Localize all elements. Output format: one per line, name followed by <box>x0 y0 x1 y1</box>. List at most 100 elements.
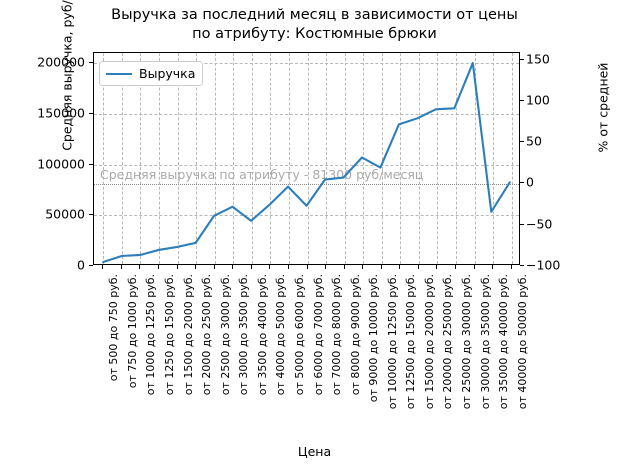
y-tick-mark-right <box>520 99 524 101</box>
gridline-vertical <box>456 53 458 264</box>
y-tick-label-left: 100000 <box>37 156 85 172</box>
gridline-vertical <box>474 53 476 264</box>
y-tick-label-left: 0 <box>77 257 85 273</box>
legend-label-revenue: Выручка <box>139 66 196 81</box>
x-tick-label: от 1000 до 1250 руб. <box>144 274 158 396</box>
x-tick-mark <box>399 265 401 269</box>
x-tick-label: от 8000 до 9000 руб. <box>348 274 362 396</box>
y-tick-mark-right <box>520 182 524 184</box>
x-tick-mark <box>232 265 234 269</box>
gridline-vertical <box>121 53 123 264</box>
x-tick-label: от 750 до 1000 руб. <box>125 274 139 389</box>
x-tick-mark <box>120 265 122 269</box>
y-tick-label-right: 150 <box>526 51 550 67</box>
gridline-vertical <box>158 53 160 264</box>
y-tick-label-right: −50 <box>526 216 553 232</box>
x-tick-label: от 35000 до 40000 руб. <box>497 274 511 410</box>
x-tick-mark <box>455 265 457 269</box>
gridline-vertical <box>418 53 420 264</box>
x-tick-label: от 5000 до 6000 руб. <box>292 274 306 396</box>
x-tick-label: от 30000 до 35000 руб. <box>478 274 492 410</box>
gridline-horizontal <box>94 215 519 217</box>
gridline-vertical <box>326 53 328 264</box>
y-tick-label-left: 50000 <box>45 206 85 222</box>
gridline-vertical <box>493 53 495 264</box>
x-tick-mark <box>417 265 419 269</box>
revenue-polyline <box>103 63 510 262</box>
x-tick-label: от 20000 до 25000 руб. <box>441 274 455 410</box>
gridline-vertical <box>196 53 198 264</box>
gridline-horizontal <box>94 63 519 65</box>
x-tick-label: от 2000 до 2500 руб. <box>200 274 214 396</box>
x-tick-label: от 3000 до 3500 руб. <box>237 274 251 396</box>
average-line <box>94 183 519 185</box>
gridline-vertical <box>214 53 216 264</box>
y-tick-mark-right <box>520 265 524 266</box>
gridline-vertical <box>307 53 309 264</box>
x-tick-label: от 4000 до 5000 руб. <box>274 274 288 396</box>
x-tick-label: от 40000 до 50000 руб. <box>515 274 529 410</box>
y-axis-label-left: Средняя выручка, руб/месяц <box>59 0 75 151</box>
y-tick-mark-left <box>89 163 93 165</box>
y-tick-mark-left <box>89 265 93 266</box>
chart-legend[interactable]: Выручка <box>99 61 204 86</box>
y-tick-mark-left <box>89 214 93 216</box>
x-tick-label: от 2500 до 3000 руб. <box>218 274 232 396</box>
gridline-horizontal <box>94 113 519 115</box>
revenue-line-series <box>94 53 519 264</box>
x-tick-mark <box>473 265 475 269</box>
x-tick-mark <box>139 265 141 269</box>
y-tick-mark-right <box>520 58 524 60</box>
y-tick-mark-right <box>520 141 524 143</box>
x-tick-mark <box>176 265 178 269</box>
x-tick-mark <box>325 265 327 269</box>
gridline-vertical <box>140 53 142 264</box>
x-tick-label: от 500 до 750 руб. <box>107 274 121 382</box>
x-axis-label: Цена <box>297 444 332 459</box>
x-tick-mark <box>250 265 252 269</box>
x-tick-mark <box>102 265 104 269</box>
x-tick-mark <box>195 265 197 269</box>
x-tick-mark <box>213 265 215 269</box>
x-tick-label: от 7000 до 8000 руб. <box>330 274 344 396</box>
gridline-vertical <box>103 53 105 264</box>
y-tick-label-right: 50 <box>526 133 542 149</box>
y-tick-mark-right <box>520 223 524 225</box>
y-tick-label-right: 0 <box>526 174 534 190</box>
x-tick-label: от 9000 до 10000 руб. <box>367 274 381 403</box>
y-tick-mark-left <box>89 112 93 114</box>
x-tick-label: от 1500 до 2000 руб. <box>181 274 195 396</box>
y-tick-label-right: 100 <box>526 92 550 108</box>
gridline-vertical <box>177 53 179 264</box>
y-tick-label-left: 150000 <box>37 105 85 121</box>
x-tick-mark <box>157 265 159 269</box>
y-tick-label-right: −100 <box>526 257 561 273</box>
gridline-vertical <box>288 53 290 264</box>
x-tick-mark <box>343 265 345 269</box>
gridline-vertical <box>437 53 439 264</box>
y-axis-label-right: % от средней <box>595 62 611 153</box>
gridline-vertical <box>344 53 346 264</box>
x-tick-mark <box>306 265 308 269</box>
x-tick-mark <box>287 265 289 269</box>
x-tick-label: от 6000 до 7000 руб. <box>311 274 325 396</box>
y-tick-label-left: 200000 <box>37 54 85 70</box>
y-tick-mark-left <box>89 62 93 64</box>
x-tick-label: от 3500 до 4000 руб. <box>255 274 269 396</box>
gridline-vertical <box>400 53 402 264</box>
gridline-vertical <box>381 53 383 264</box>
gridline-vertical <box>511 53 513 264</box>
x-tick-label: от 12500 до 15000 руб. <box>404 274 418 410</box>
x-tick-mark <box>436 265 438 269</box>
x-tick-mark <box>492 265 494 269</box>
x-tick-label: от 1250 до 1500 руб. <box>162 274 176 396</box>
x-tick-mark <box>362 265 364 269</box>
chart-title: Выручка за последний месяц в зависимости… <box>111 7 518 42</box>
x-tick-label: от 15000 до 20000 руб. <box>422 274 436 410</box>
plot-area: Средняя выручка по атрибуту - 81300 руб/… <box>93 52 520 265</box>
x-tick-mark <box>510 265 512 269</box>
x-tick-label: от 10000 до 12500 руб. <box>385 274 399 410</box>
gridline-vertical <box>251 53 253 264</box>
x-tick-mark <box>269 265 271 269</box>
